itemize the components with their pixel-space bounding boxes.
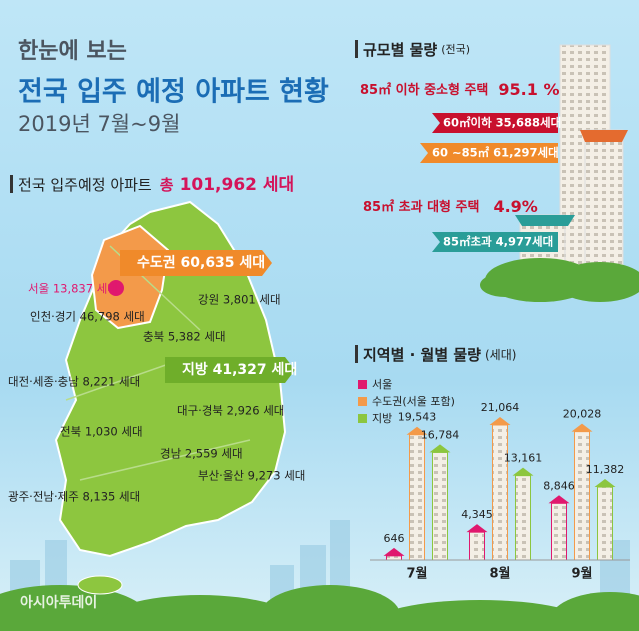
legend-swatch <box>358 380 367 389</box>
region-label: 서울 13,837 세대 <box>28 282 118 296</box>
region-label: 인천·경기 46,798 세대 <box>30 310 145 324</box>
value-label: 13,161 <box>504 452 543 465</box>
bar <box>386 555 402 561</box>
small-share: 95.1 % <box>498 80 559 99</box>
section-marker <box>10 175 13 193</box>
bar-roof <box>571 423 593 432</box>
total-value: 101,962 세대 <box>180 175 295 195</box>
value-label: 11,382 <box>586 463 625 476</box>
legend-swatch <box>358 397 367 406</box>
bar-roof <box>548 495 570 504</box>
bar <box>492 424 508 561</box>
region-label: 대전·세종·충남 8,221 세대 <box>8 375 140 389</box>
bar-roof <box>429 444 451 453</box>
bar-roof <box>466 524 488 533</box>
trees <box>0 258 639 631</box>
value-label: 16,784 <box>421 428 460 441</box>
legend-label: 지방 <box>372 412 392 425</box>
under60-label: 60㎡이하 35,688세대 <box>443 116 561 130</box>
over85-label: 85㎡초과 4,977세대 <box>443 235 553 249</box>
size-title: 규모별 물량 <box>363 41 437 59</box>
total-label: 전국 입주예정 아파트 <box>18 176 152 194</box>
bar <box>597 486 613 561</box>
x-tick-label: 7월 <box>406 566 427 582</box>
bar <box>574 431 590 561</box>
large-label: 85㎡ 초과 대형 주택 <box>363 199 479 215</box>
value-label: 8,846 <box>543 479 575 492</box>
region-label: 전북 1,030 세대 <box>60 425 143 439</box>
bar <box>551 502 567 561</box>
value-label: 4,345 <box>461 508 493 521</box>
x-tick-label: 9월 <box>571 566 592 582</box>
region-label: 광주·전남·제주 8,135 세대 <box>8 490 140 504</box>
section-marker <box>355 345 358 363</box>
header-period: 2019년 7월~9월 <box>18 112 180 136</box>
bar-roof <box>383 547 405 556</box>
large-heading: 85㎡ 초과 대형 주택 4.9% <box>363 197 538 216</box>
over85-ribbon <box>432 232 558 252</box>
x-tick-label: 8월 <box>489 566 510 582</box>
bar <box>432 451 448 561</box>
under60-ribbon <box>432 113 558 133</box>
total-prefix: 총 <box>160 176 174 194</box>
bar-roof <box>512 467 534 476</box>
provinces-label: 지방 41,327 세대 <box>182 361 297 378</box>
legend-swatch <box>358 414 367 423</box>
bar-roof <box>406 426 428 435</box>
legend-label: 서울 <box>372 378 392 391</box>
region-label: 대구·경북 2,926 세대 <box>177 404 284 418</box>
bar <box>515 475 531 561</box>
value-label: 19,543 <box>398 411 437 424</box>
large-share: 4.9% <box>493 197 537 216</box>
capital-banner <box>120 250 272 276</box>
small-heading: 85㎡ 이하 중소형 주택 95.1 % <box>360 80 559 99</box>
value-label: 20,028 <box>563 408 602 421</box>
size-heading: 규모별 물량 (전국) <box>363 41 470 59</box>
source: 아시아투데이 <box>20 594 97 611</box>
size-scope: (전국) <box>441 43 470 56</box>
region-label: 충북 5,382 세대 <box>143 330 226 344</box>
section-marker <box>355 40 358 58</box>
region-label: 강원 3,801 세대 <box>198 293 281 307</box>
bar-roof <box>489 417 511 425</box>
legend-label: 수도권(서울 포함) <box>372 395 455 408</box>
chart-heading: 지역별 · 월별 물량 (세대) <box>363 346 516 364</box>
province-banner <box>165 357 295 383</box>
header-line1: 한눈에 보는 <box>18 39 127 64</box>
value-label: 21,064 <box>481 401 520 414</box>
small-label: 85㎡ 이하 중소형 주택 <box>360 82 488 98</box>
chart-title: 지역별 · 월별 물량 <box>363 346 481 364</box>
from60to85-ribbon <box>420 143 558 163</box>
capital-area-label: 수도권 60,635 세대 <box>137 255 265 271</box>
bar <box>469 531 485 561</box>
region-label: 부산·울산 9,273 세대 <box>198 469 305 483</box>
value-label: 646 <box>384 532 405 545</box>
chart-unit: (세대) <box>485 348 516 362</box>
total-heading: 전국 입주예정 아파트 총 101,962 세대 <box>18 175 294 195</box>
region-labels: 서울 13,837 세대 인천·경기 46,798 세대 강원 3,801 세대… <box>8 282 305 504</box>
header-line2: 전국 입주 예정 아파트 현황 <box>18 77 329 108</box>
from60to85-label: 60 ~85㎡ 61,297세대 <box>432 146 559 160</box>
bar <box>409 434 425 561</box>
region-label: 경남 2,559 세대 <box>160 447 243 461</box>
bar-roof <box>594 479 616 488</box>
